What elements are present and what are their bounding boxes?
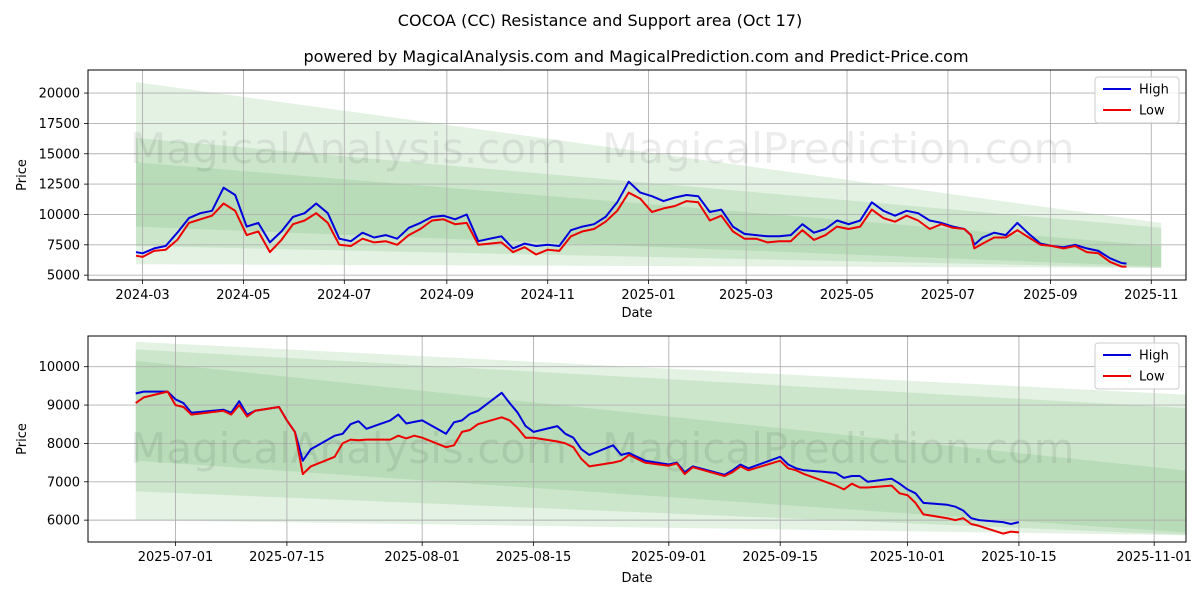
x-tick-label: 2025-01: [621, 288, 675, 303]
legend-label-high: High: [1139, 349, 1169, 364]
x-tick-label: 2024-03: [115, 288, 169, 303]
x-tick-label: 2024-05: [216, 288, 270, 303]
y-tick-label: 10000: [39, 360, 80, 375]
resistance-support-band-2: [135, 360, 1186, 533]
x-tick-label: 2025-09-01: [631, 550, 707, 565]
x-tick-label: 2025-08-01: [384, 550, 460, 565]
resistance-support-band-0: [135, 341, 1186, 536]
resistance-support-band-1: [135, 349, 1186, 535]
legend-label-low: Low: [1139, 370, 1165, 385]
y-tick-label: 9000: [47, 399, 80, 414]
y-tick-label: 6000: [47, 514, 80, 529]
y-tick-label: 7000: [47, 475, 80, 490]
series-group: [135, 180, 1127, 268]
legend: High Low: [1094, 342, 1180, 390]
bottom-chart-panel: 2025-07-01 2025-07-15 2025-08-01 2025-08-15…: [15, 335, 1192, 586]
x-tick-label: 2025-10-01: [870, 550, 946, 565]
y-tick-label: 10000: [39, 208, 80, 223]
y-tick-label: 17500: [39, 117, 80, 132]
x-tick-label: 2025-09-15: [742, 550, 818, 565]
chart-subtitle: powered by MagicalAnalysis.com and Magic…: [303, 47, 968, 66]
series-group: [135, 390, 1020, 535]
x-tick-label: 2025-07: [921, 288, 975, 303]
chart-title: COCOA (CC) Resistance and Support area (…: [398, 11, 802, 30]
series-line-low: [135, 390, 1020, 535]
y-tick-label: 20000: [39, 87, 80, 102]
x-tick-label: 2024-11: [521, 288, 575, 303]
legend: High Low: [1094, 76, 1180, 124]
y-tick-label: 5000: [47, 269, 80, 284]
x-tick-label: 2025-09: [1023, 288, 1077, 303]
watermark-text: MagicalAnalysis.com: [130, 124, 567, 173]
y-tick-label: 7500: [47, 238, 80, 253]
watermark-text: MagicalPrediction.com: [602, 124, 1075, 173]
x-axis-label: Date: [621, 571, 652, 586]
x-tick-label: 2025-03: [719, 288, 773, 303]
legend-label-low: Low: [1139, 104, 1165, 119]
x-tick-label: 2025-08-15: [496, 550, 572, 565]
y-axis-label: Price: [15, 423, 30, 455]
x-tick-label: 2025-11-01: [1116, 550, 1192, 565]
x-tick-label: 2025-11: [1124, 288, 1178, 303]
watermark-text: MagicalPrediction.com: [602, 424, 1075, 473]
x-tick-label: 2025-07-15: [249, 550, 325, 565]
x-tick-label: 2025-07-01: [138, 550, 214, 565]
y-tick-label: 12500: [39, 178, 80, 193]
series-line-low: [135, 191, 1127, 268]
band-group: [135, 341, 1186, 536]
x-tick-label: 2024-09: [420, 288, 474, 303]
plot-frame: [87, 335, 1187, 543]
legend-label-high: High: [1139, 83, 1169, 98]
x-tick-label: 2025-10-15: [981, 550, 1057, 565]
plot-frame: [87, 69, 1187, 281]
x-tick-label: 2024-07: [317, 288, 371, 303]
watermark-text: MagicalAnalysis.com: [130, 424, 567, 473]
x-tick-label: 2025-05: [820, 288, 874, 303]
top-chart-panel: 2024-03 2024-05 2024-07 2024-09 2024-11 2025-…: [15, 69, 1187, 321]
y-axis-label: Price: [15, 159, 30, 191]
y-tick-label: 8000: [47, 437, 80, 452]
y-tick-label: 15000: [39, 147, 80, 162]
x-axis-label: Date: [621, 306, 652, 321]
